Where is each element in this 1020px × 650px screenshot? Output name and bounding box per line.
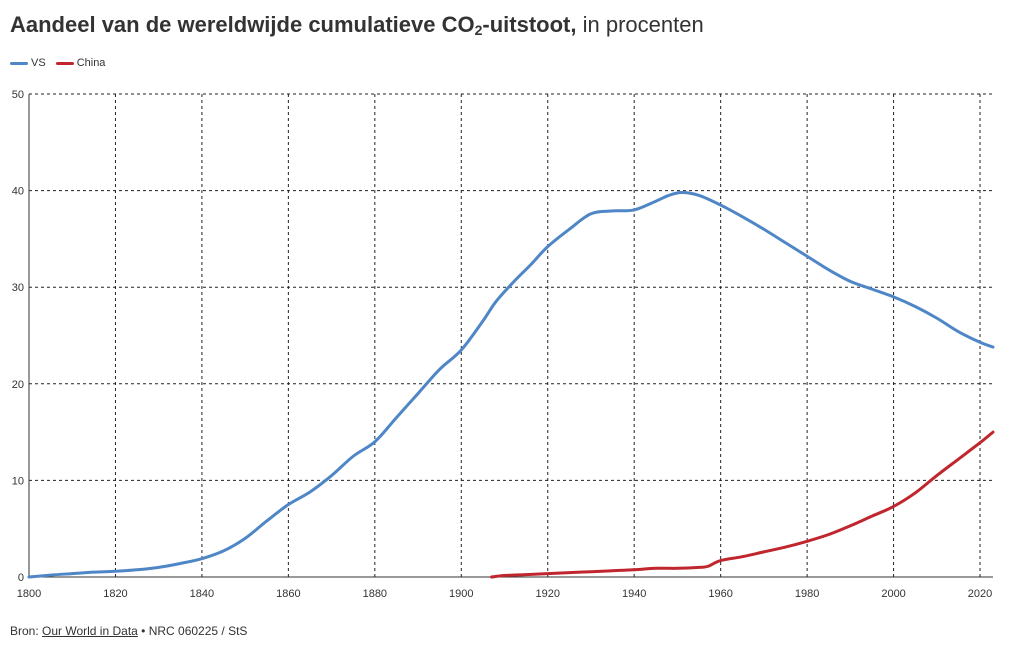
legend-swatch-vs (10, 61, 28, 65)
legend-label-china: China (76, 57, 106, 69)
legend-item-vs[interactable]: VS (10, 57, 46, 69)
legend-item-china[interactable]: China (55, 57, 106, 69)
y-tick-label-30: 30 (12, 282, 24, 294)
x-tick-label-1900: 1900 (449, 588, 473, 600)
chart-title-main-end: -uitstoot, (482, 12, 577, 37)
x-tick-label-1860: 1860 (276, 588, 300, 600)
series-line-vs (27, 191, 995, 579)
y-tick-label-50: 50 (12, 89, 24, 101)
series-line-china (490, 430, 995, 579)
y-tick-label-20: 20 (12, 379, 24, 391)
source-link[interactable]: Our World in Data (42, 624, 138, 638)
x-tick-label-1820: 1820 (103, 588, 127, 600)
legend-label-vs: VS (31, 57, 46, 69)
x-tick-label-1940: 1940 (622, 588, 646, 600)
x-tick-label-2000: 2000 (881, 588, 905, 600)
y-tick-label-40: 40 (12, 186, 24, 198)
x-tick-label-1960: 1960 (708, 588, 732, 600)
chart-title-subscript: 2 (474, 22, 483, 38)
chart-title-main: Aandeel van de wereldwijde cumulatieve C… (10, 12, 475, 37)
x-tick-label-1980: 1980 (795, 588, 819, 600)
source-suffix: • NRC 060225 / StS (137, 624, 248, 638)
x-tick-label-1880: 1880 (363, 588, 387, 600)
y-tick-label-0: 0 (18, 572, 24, 584)
chart-title-unit: in procenten (576, 12, 704, 37)
x-tick-label-2020: 2020 (968, 588, 992, 600)
y-tick-label-10: 10 (12, 475, 24, 487)
chart-legend: VS China (10, 57, 115, 69)
x-tick-label-1920: 1920 (536, 588, 560, 600)
source-prefix: Bron: (10, 624, 43, 638)
chart-title: Aandeel van de wereldwijde cumulatieve C… (10, 10, 704, 45)
x-tick-label-1800: 1800 (17, 588, 41, 600)
legend-swatch-china (55, 61, 74, 65)
chart-title-bold: Aandeel van de wereldwijde cumulatieve C… (10, 12, 577, 38)
source-note: Bron: Our World in Data • NRC 060225 / S… (10, 624, 247, 638)
x-tick-label-1840: 1840 (190, 588, 214, 600)
